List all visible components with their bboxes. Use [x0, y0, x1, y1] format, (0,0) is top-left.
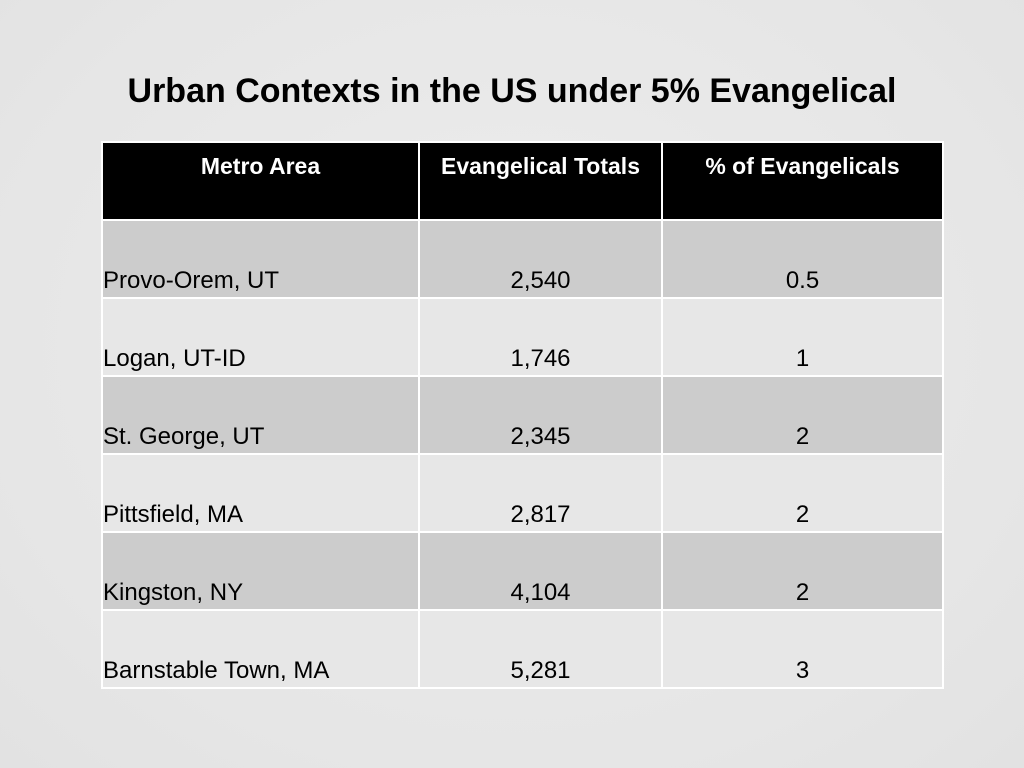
cell-evangelical-total: 2,345: [418, 375, 663, 455]
cell-evangelical-total: 2,540: [418, 219, 663, 299]
table-row: Kingston, NY 4,104 2: [101, 531, 944, 611]
header-metro-area: Metro Area: [101, 141, 420, 221]
table-header-row: Metro Area Evangelical Totals % of Evang…: [101, 141, 944, 221]
cell-metro-area: Logan, UT-ID: [101, 297, 420, 377]
cell-percent: 2: [661, 531, 944, 611]
cell-percent: 3: [661, 609, 944, 689]
header-percent-evangelicals: % of Evangelicals: [661, 141, 944, 221]
slide-title: Urban Contexts in the US under 5% Evange…: [127, 72, 897, 110]
cell-evangelical-total: 2,817: [418, 453, 663, 533]
cell-evangelical-total: 5,281: [418, 609, 663, 689]
header-evangelical-totals: Evangelical Totals: [418, 141, 663, 221]
table-row: Provo-Orem, UT 2,540 0.5: [101, 219, 944, 299]
cell-percent: 0.5: [661, 219, 944, 299]
cell-percent: 2: [661, 453, 944, 533]
table-row: St. George, UT 2,345 2: [101, 375, 944, 455]
cell-percent: 2: [661, 375, 944, 455]
cell-evangelical-total: 1,746: [418, 297, 663, 377]
cell-metro-area: Pittsfield, MA: [101, 453, 420, 533]
cell-evangelical-total: 4,104: [418, 531, 663, 611]
table-row: Pittsfield, MA 2,817 2: [101, 453, 944, 533]
cell-metro-area: St. George, UT: [101, 375, 420, 455]
cell-metro-area: Barnstable Town, MA: [101, 609, 420, 689]
cell-percent: 1: [661, 297, 944, 377]
table-row: Logan, UT-ID 1,746 1: [101, 297, 944, 377]
table-row: Barnstable Town, MA 5,281 3: [101, 609, 944, 689]
cell-metro-area: Kingston, NY: [101, 531, 420, 611]
cell-metro-area: Provo-Orem, UT: [101, 219, 420, 299]
data-table: Metro Area Evangelical Totals % of Evang…: [101, 141, 944, 689]
